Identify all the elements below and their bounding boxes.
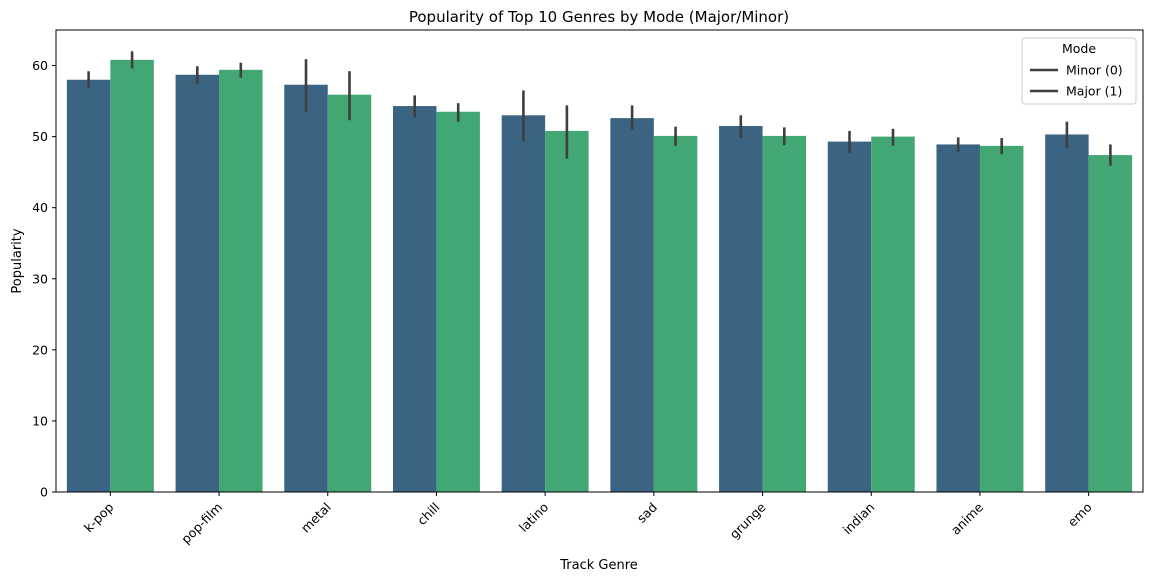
x-tick-label-grunge: grunge bbox=[727, 499, 769, 541]
bar-chill-major bbox=[436, 111, 480, 492]
plot-frame bbox=[55, 29, 1144, 493]
bar-k-pop-minor bbox=[66, 79, 111, 492]
bar-latino-minor bbox=[501, 115, 546, 493]
x-tick-label-anime: anime bbox=[948, 499, 986, 537]
x-tick-label-chill: chill bbox=[414, 500, 442, 528]
bar-anime-minor bbox=[936, 144, 980, 493]
y-tick-label: 30 bbox=[32, 271, 48, 286]
bar-pop-film-minor bbox=[175, 74, 220, 492]
x-axis: k-pop pop-film metal chill latino sad grunge in… bbox=[81, 492, 1095, 547]
bar-sad-major bbox=[653, 135, 698, 493]
x-tick-label-metal: metal bbox=[298, 500, 334, 536]
y-tick-label: 0 bbox=[40, 485, 48, 500]
chart-title: Popularity of Top 10 Genres by Mode (Maj… bbox=[409, 8, 789, 26]
y-tick-label: 20 bbox=[32, 342, 48, 357]
legend-label-major: Major (1) bbox=[1066, 84, 1122, 99]
y-tick-label: 10 bbox=[32, 413, 48, 428]
y-axis-label: Popularity bbox=[10, 228, 25, 293]
x-tick-label-emo: emo bbox=[1065, 500, 1095, 530]
bar-emo-major bbox=[1088, 155, 1133, 492]
bar-anime-major bbox=[979, 145, 1024, 492]
bar-chill-minor bbox=[392, 106, 437, 492]
bar-k-pop-major bbox=[110, 59, 154, 493]
bar-emo-minor bbox=[1045, 134, 1089, 492]
x-tick-label-k-pop: k-pop bbox=[81, 499, 117, 535]
y-tick-label: 50 bbox=[32, 129, 48, 144]
bars-layer bbox=[66, 59, 1133, 493]
y-axis: 0 10 20 30 40 50 60 bbox=[32, 58, 56, 500]
bar-sad-minor bbox=[610, 118, 654, 493]
x-tick-label-pop-film: pop-film bbox=[178, 500, 225, 547]
legend-box bbox=[1021, 37, 1137, 105]
bar-indian-major bbox=[871, 136, 915, 492]
y-tick-label: 40 bbox=[32, 200, 48, 215]
bar-grunge-minor bbox=[719, 125, 763, 492]
legend-label-minor: Minor (0) bbox=[1066, 63, 1123, 78]
x-axis-label: Track Genre bbox=[559, 558, 638, 573]
x-tick-label-sad: sad bbox=[634, 500, 660, 526]
legend-title: Mode bbox=[1062, 41, 1096, 56]
bar-grunge-major bbox=[762, 135, 807, 493]
legend: Mode Minor (0) Major (1) bbox=[1021, 37, 1137, 105]
x-tick-label-latino: latino bbox=[516, 500, 551, 535]
bar-pop-film-major bbox=[219, 69, 263, 493]
bar-metal-minor bbox=[284, 84, 328, 492]
y-tick-label: 60 bbox=[32, 58, 48, 73]
bar-latino-major bbox=[545, 130, 589, 492]
bar-metal-major bbox=[327, 94, 372, 493]
errorbars-layer bbox=[87, 51, 1112, 166]
x-tick-label-indian: indian bbox=[840, 500, 878, 538]
bar-indian-minor bbox=[827, 141, 872, 493]
